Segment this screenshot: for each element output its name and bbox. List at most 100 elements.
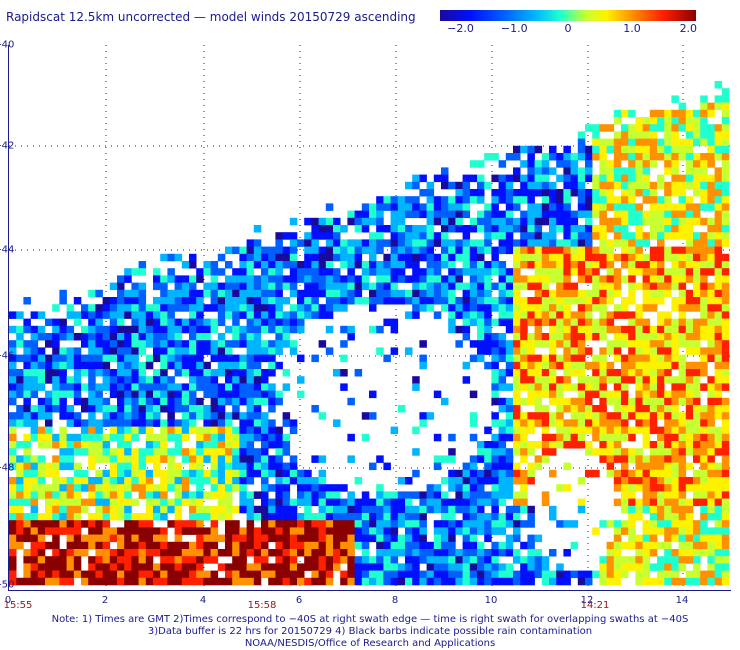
wind-cell xyxy=(117,297,125,305)
wind-cell xyxy=(117,376,125,384)
wind-cell xyxy=(160,361,168,370)
wind-cell xyxy=(304,477,312,485)
wind-cell xyxy=(167,541,175,550)
wind-cell xyxy=(153,433,161,442)
wind-cell xyxy=(448,304,456,312)
wind-cell xyxy=(16,577,24,586)
wind-cell xyxy=(88,534,96,543)
wind-cell xyxy=(124,304,132,312)
wind-cell xyxy=(37,383,46,391)
wind-cell xyxy=(714,81,723,89)
wind-cell xyxy=(131,369,139,377)
wind-cell xyxy=(88,462,96,471)
wind-cell xyxy=(685,397,694,406)
wind-cell xyxy=(289,513,298,521)
wind-cell xyxy=(311,246,319,255)
wind-cell xyxy=(484,297,492,305)
wind-cell xyxy=(520,383,528,391)
wind-cell xyxy=(448,541,456,550)
wind-cell xyxy=(541,268,550,276)
wind-cell xyxy=(433,577,442,586)
wind-cell xyxy=(685,412,694,420)
wind-cell xyxy=(556,189,564,197)
wind-cell xyxy=(505,275,514,283)
wind-cell xyxy=(505,246,514,255)
wind-cell xyxy=(621,325,629,334)
wind-cell xyxy=(714,577,723,586)
wind-cell xyxy=(678,174,687,183)
wind-cell xyxy=(477,311,485,319)
wind-cell xyxy=(174,556,183,564)
wind-cell xyxy=(700,318,708,327)
wind-cell xyxy=(174,570,183,579)
wind-cell xyxy=(282,232,291,240)
wind-cell xyxy=(282,491,291,499)
wind-cell xyxy=(563,354,571,363)
wind-cell xyxy=(88,289,96,298)
wind-cell xyxy=(693,556,701,564)
wind-cell xyxy=(354,563,363,571)
wind-cell xyxy=(261,484,269,492)
wind-cell xyxy=(693,570,701,579)
wind-cell xyxy=(563,210,571,219)
wind-cell xyxy=(160,369,168,377)
wind-cell xyxy=(37,491,46,499)
wind-cell xyxy=(664,347,672,355)
wind-cell xyxy=(462,556,471,564)
wind-cell xyxy=(376,232,384,240)
wind-cell xyxy=(59,556,67,564)
wind-cell xyxy=(556,253,564,262)
wind-cell xyxy=(527,556,535,564)
wind-cell xyxy=(491,261,499,269)
wind-cell xyxy=(369,527,377,535)
wind-cell xyxy=(138,282,147,291)
wind-cell xyxy=(484,426,492,435)
wind-cell xyxy=(520,174,528,183)
wind-cell xyxy=(577,196,586,204)
wind-cell xyxy=(664,455,672,463)
wind-cell xyxy=(693,347,701,355)
wind-cell xyxy=(498,448,507,456)
wind-cell xyxy=(138,469,147,478)
wind-cell xyxy=(549,419,557,427)
lon-label: 4 xyxy=(199,595,207,606)
wind-cell xyxy=(311,239,319,247)
wind-cell xyxy=(491,282,499,291)
wind-cell xyxy=(239,297,247,305)
wind-cell xyxy=(721,354,730,363)
wind-cell xyxy=(441,513,449,521)
wind-cell xyxy=(189,340,197,348)
wind-cell xyxy=(124,426,132,435)
wind-cell xyxy=(282,297,291,305)
wind-cell xyxy=(577,361,586,370)
wind-cell xyxy=(570,347,579,355)
wind-cell xyxy=(109,347,118,355)
wind-cell xyxy=(217,448,226,456)
wind-cell xyxy=(189,304,197,312)
wind-cell xyxy=(664,527,672,535)
wind-cell xyxy=(693,361,701,370)
wind-cell xyxy=(333,556,341,564)
wind-cell xyxy=(613,131,622,139)
wind-cell xyxy=(325,225,334,233)
wind-cell xyxy=(534,570,543,579)
wind-cell xyxy=(462,210,471,219)
wind-cell xyxy=(549,397,557,406)
wind-cell xyxy=(102,354,111,363)
wind-cell xyxy=(318,469,327,478)
wind-cell xyxy=(649,347,658,355)
wind-cell xyxy=(52,498,60,507)
wind-cell xyxy=(124,448,132,456)
wind-cell xyxy=(37,361,46,370)
wind-cell xyxy=(81,484,89,492)
wind-cell xyxy=(304,491,312,499)
wind-cell xyxy=(304,253,312,262)
wind-cell xyxy=(246,354,255,363)
wind-cell xyxy=(693,261,701,269)
wind-cell xyxy=(275,448,283,456)
wind-cell xyxy=(275,397,283,406)
wind-cell xyxy=(419,541,427,550)
wind-cell xyxy=(491,174,499,183)
wind-cell xyxy=(246,426,255,435)
wind-cell xyxy=(88,361,96,370)
